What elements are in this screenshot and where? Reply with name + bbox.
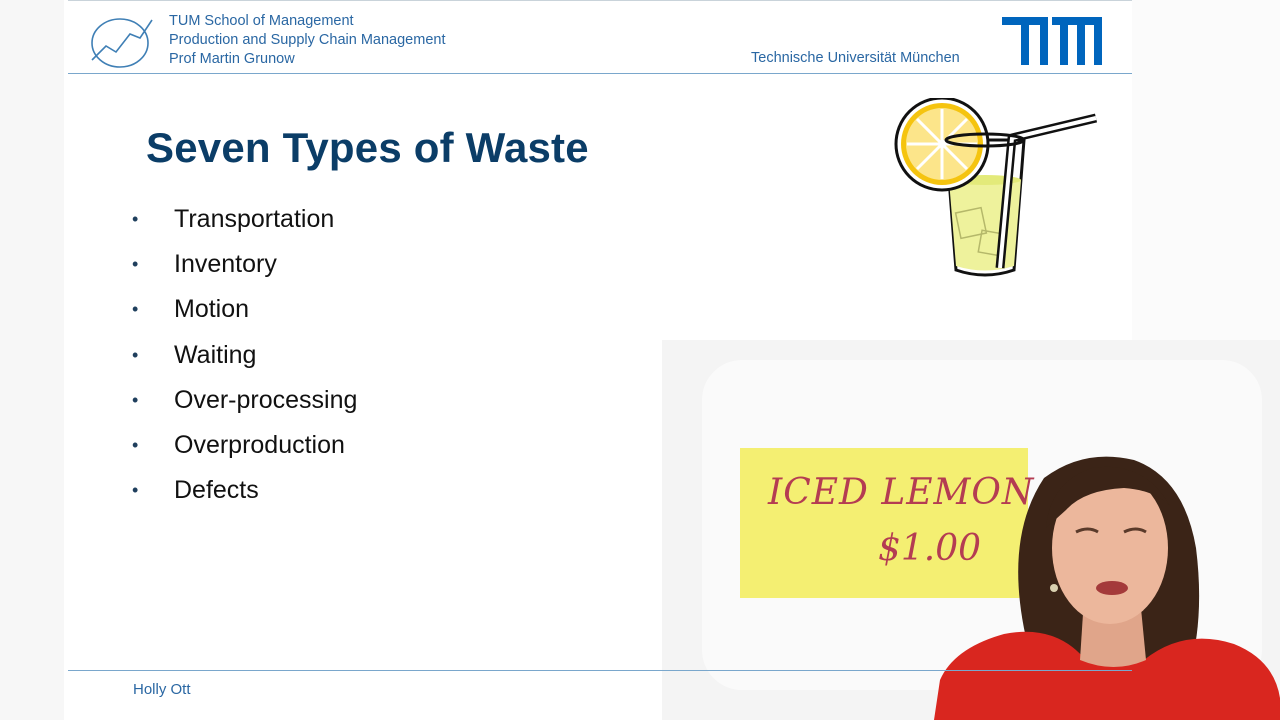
university-name: Technische Universität München <box>751 50 960 66</box>
left-margin-shade <box>0 0 64 720</box>
school-info: TUM School of Management Production and … <box>169 12 445 69</box>
list-item: • Overproduction <box>132 423 357 468</box>
sign-product-text: ICED LEMON <box>768 472 1035 513</box>
bullet-icon: • <box>132 480 139 501</box>
bullet-icon: • <box>132 254 139 275</box>
price-sign: ICED LEMON $1.00 <box>740 448 1033 598</box>
bullet-icon: • <box>132 299 139 320</box>
list-item-label: Defects <box>174 476 259 505</box>
bullet-icon: • <box>132 209 139 230</box>
presenter-figure <box>934 456 1280 720</box>
lemonade-glass-icon <box>894 98 1098 277</box>
right-margin-shade <box>1132 0 1280 340</box>
list-item-label: Waiting <box>174 340 257 369</box>
professor-name: Prof Martin Grunow <box>169 51 295 67</box>
tum-logo-icon <box>1002 17 1102 65</box>
header-divider <box>68 73 1132 74</box>
list-item-label: Transportation <box>174 205 335 234</box>
sign-price-text: $1.00 <box>878 528 982 569</box>
list-item: • Over-processing <box>132 378 357 423</box>
list-item: • Transportation <box>132 197 357 242</box>
school-logo-icon <box>91 18 153 68</box>
header-top-divider <box>68 0 1132 1</box>
bullet-icon: • <box>132 435 139 456</box>
bullet-icon: • <box>132 389 139 410</box>
footer-divider <box>68 670 1132 671</box>
list-item: • Motion <box>132 287 357 332</box>
waste-types-list: • Transportation • Inventory • Motion • Wait… <box>132 197 357 513</box>
bullet-icon: • <box>132 344 139 365</box>
list-item: • Waiting <box>132 333 357 378</box>
list-item-label: Motion <box>174 295 250 324</box>
slide-title: Seven Types of Waste <box>146 124 589 171</box>
chair-name: Production and Supply Chain Management <box>169 32 446 48</box>
list-item: • Defects <box>132 468 357 513</box>
presenter-name: Holly Ott <box>133 681 191 698</box>
list-item-label: Overproduction <box>174 431 345 460</box>
list-item-label: Inventory <box>174 250 277 279</box>
list-item: • Inventory <box>132 242 357 287</box>
school-name: TUM School of Management <box>169 13 354 29</box>
list-item-label: Over-processing <box>174 385 358 414</box>
presenter-video: ICED LEMON $1.00 <box>662 340 1280 720</box>
